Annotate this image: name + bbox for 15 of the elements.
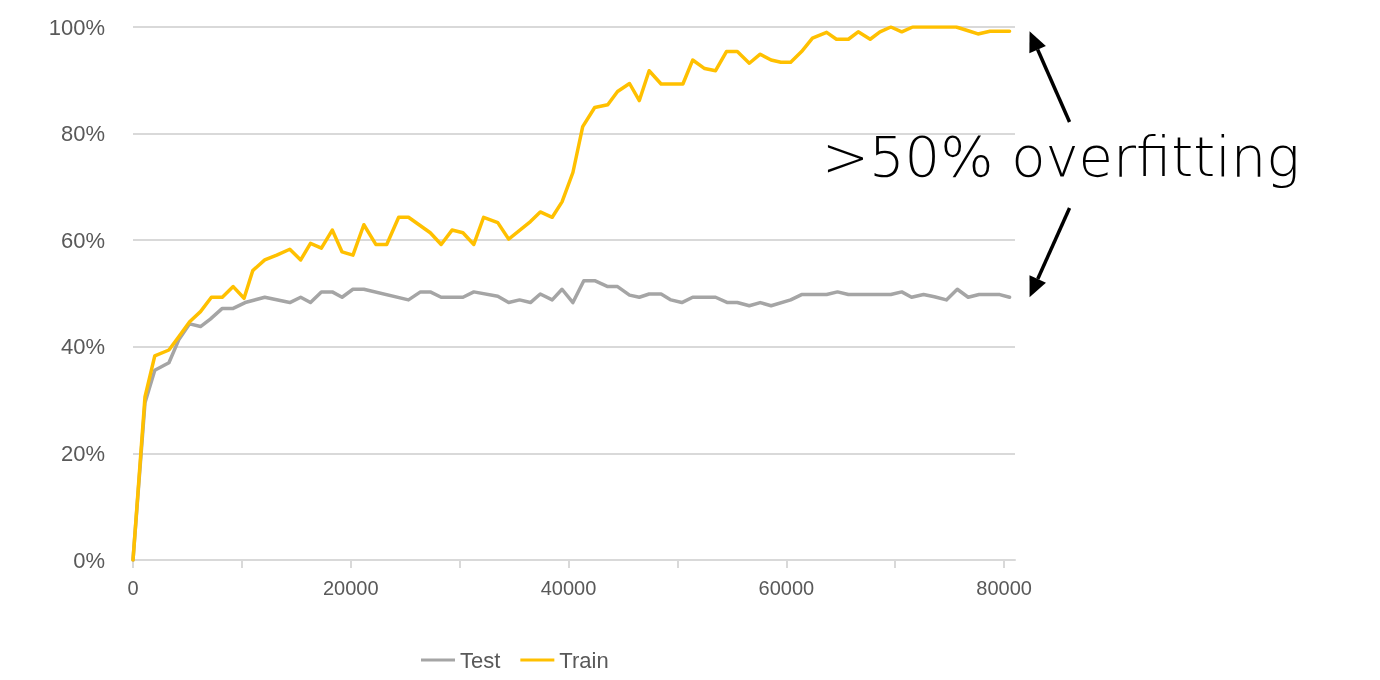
x-tick-label: 20000 xyxy=(322,577,379,599)
annotation: >50% overfitting xyxy=(822,123,1300,189)
y-tick-label: 60% xyxy=(60,227,105,253)
x-tick-label: 60000 xyxy=(758,577,815,599)
y-tick-label: 80% xyxy=(60,121,105,147)
x-tick-label: 0 xyxy=(127,577,139,599)
x-tick-label: 40000 xyxy=(540,577,597,599)
y-tick-label: 40% xyxy=(60,334,105,360)
line-series xyxy=(131,25,1012,562)
y-tick-label: 20% xyxy=(60,440,105,466)
y-tick-label: 100% xyxy=(48,14,105,40)
x-tick-label: 80000 xyxy=(976,577,1032,599)
y-tick-label: 0% xyxy=(73,547,105,573)
legend-label: Train xyxy=(559,647,609,673)
legend-label: Test xyxy=(460,647,501,673)
